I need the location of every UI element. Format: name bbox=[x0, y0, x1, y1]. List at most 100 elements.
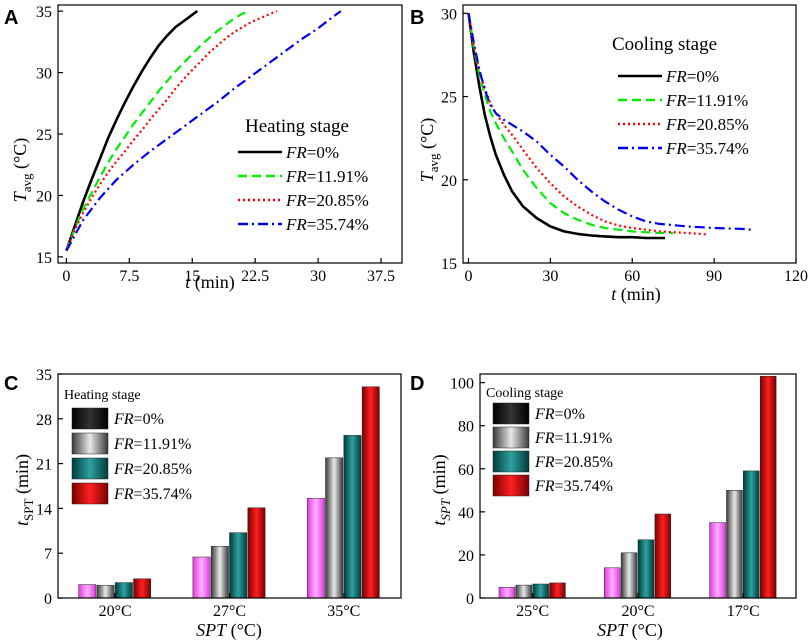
svg-text:t (min): t (min) bbox=[185, 272, 235, 293]
panel-c-x-tick-label: 27°C bbox=[213, 603, 246, 620]
panel-c-heating-bars: C 0 7 14 21 28 35 20°C 27°C 35°C Heating stage F… bbox=[4, 367, 402, 640]
panel-a-legend: FR=0% FR=11.91% FR=20.85% FR=35.74% bbox=[238, 143, 369, 234]
panel-b-series-line-1 bbox=[467, 13, 674, 235]
panel-d-bar-1-3 bbox=[654, 513, 672, 599]
panel-c-bar-2-0 bbox=[306, 497, 325, 599]
panel-a-x-tick-label: 30 bbox=[310, 268, 326, 285]
panel-a-y-tick-label: 20 bbox=[36, 188, 52, 205]
panel-label-c: C bbox=[4, 373, 18, 395]
panel-d-bar-0-1 bbox=[515, 584, 532, 599]
panel-c-y-tick-label: 28 bbox=[36, 412, 52, 429]
svg-text:tSPT (min): tSPT (min) bbox=[429, 454, 453, 525]
panel-d-legend-label-1: FR=11.91% bbox=[534, 430, 612, 447]
panel-b-series-line-0 bbox=[467, 13, 665, 240]
panel-c-legend-swatch-3 bbox=[71, 482, 109, 505]
panel-a-x-tick-label: 15 bbox=[184, 268, 200, 285]
panel-c-legend-label-3: FR=35.74% bbox=[113, 486, 192, 503]
panel-d-legend-title: Cooling stage bbox=[486, 386, 563, 401]
svg-text:Tavg (°C): Tavg (°C) bbox=[10, 138, 34, 203]
panel-d-bar-0-0 bbox=[498, 586, 516, 599]
panel-a-series-line-3 bbox=[65, 10, 342, 252]
panel-label-d: D bbox=[410, 373, 424, 395]
panel-a-y-tick-label: 25 bbox=[36, 127, 52, 144]
panel-c-bar-0-0 bbox=[78, 584, 97, 599]
panel-a-legend-label-1: FR=11.91% bbox=[285, 167, 368, 186]
panel-c-bar-1-1 bbox=[210, 545, 229, 599]
panel-d-y-tick-label: 100 bbox=[450, 376, 474, 393]
panel-label-b: B bbox=[410, 7, 424, 29]
panel-c-frame bbox=[57, 373, 402, 599]
panel-b-x-axis-label: t (min) bbox=[611, 284, 661, 305]
svg-text:tSPT (min): tSPT (min) bbox=[12, 454, 36, 526]
panel-c-legend: FR=0% FR=11.91% FR=20.85% FR=35.74% bbox=[71, 407, 192, 505]
panel-d-bar-1-1 bbox=[620, 552, 638, 599]
panel-b-y-tick-label: 20 bbox=[441, 173, 457, 190]
panel-d-legend: FR=0% FR=11.91% FR=20.85% FR=35.74% bbox=[492, 402, 613, 497]
panel-d-bar-2-1 bbox=[726, 490, 743, 599]
panel-b-frame bbox=[462, 4, 797, 264]
panel-a-series-line-1 bbox=[65, 10, 251, 252]
panel-d-y-tick-label: 80 bbox=[458, 419, 474, 436]
panel-d-legend-label-3: FR=35.74% bbox=[534, 478, 613, 495]
panel-c-legend-swatch-1 bbox=[71, 432, 109, 455]
panel-d-frame bbox=[479, 373, 797, 599]
panel-d-y-tick-label: 0 bbox=[466, 591, 474, 608]
panel-c-legend-swatch-0 bbox=[71, 407, 109, 430]
panel-d-legend-swatch-1 bbox=[492, 426, 530, 449]
panel-d-legend-swatch-2 bbox=[492, 450, 530, 473]
panel-d-x-tick-label: 20°C bbox=[621, 603, 654, 620]
panel-c-bar-0-2 bbox=[114, 582, 133, 599]
panel-c-y-tick-label: 35 bbox=[36, 367, 52, 384]
panel-d-legend-swatch-0 bbox=[492, 402, 530, 425]
panel-d-y-axis-label: tSPT (min) bbox=[429, 454, 453, 525]
panel-a-x-tick-label: 37.5 bbox=[367, 268, 395, 285]
panel-a-plot-area: 0 7.5 15 22.5 30 37.5 15 20 25 30 35 bbox=[36, 4, 395, 285]
svg-text:Tavg (°C): Tavg (°C) bbox=[417, 118, 441, 183]
panel-d-bar-1-0 bbox=[604, 567, 621, 599]
panel-c-x-tick-label: 20°C bbox=[99, 603, 132, 620]
panel-b-legend-label-3: FR=35.74% bbox=[665, 139, 749, 158]
panel-a-x-tick-label: 0 bbox=[62, 268, 70, 285]
panel-c-bar-1-0 bbox=[192, 556, 211, 599]
panel-d-bar-0-3 bbox=[549, 582, 566, 599]
panel-c-legend-title: Heating stage bbox=[64, 388, 141, 403]
panel-b-series-line-3 bbox=[467, 13, 753, 231]
panel-d-y-tick-label: 40 bbox=[458, 505, 474, 522]
panel-a-legend-label-0: FR=0% bbox=[285, 143, 339, 162]
panel-b-legend-title: Cooling stage bbox=[612, 34, 717, 55]
panel-b-x-tick-label: 90 bbox=[706, 268, 722, 285]
panel-c-bar-2-3 bbox=[361, 386, 380, 599]
panel-c-bar-2-1 bbox=[325, 457, 344, 599]
panel-c-legend-label-2: FR=20.85% bbox=[113, 461, 192, 478]
panel-c-bar-1-2 bbox=[229, 532, 248, 599]
panel-c-x-tick-label: 35°C bbox=[327, 603, 360, 620]
panel-b-y-tick-label: 25 bbox=[441, 90, 457, 107]
panel-c-legend-swatch-2 bbox=[71, 457, 109, 480]
panel-d-legend-swatch-3 bbox=[492, 474, 530, 497]
panel-d-bar-1-2 bbox=[637, 539, 655, 599]
panel-d-x-tick-label: 25°C bbox=[516, 603, 549, 620]
panel-b-x-tick-label: 30 bbox=[542, 268, 558, 285]
panel-c-y-tick-label: 7 bbox=[44, 546, 52, 563]
panel-a-legend-label-2: FR=20.85% bbox=[285, 191, 369, 210]
svg-text:SPT (°C): SPT (°C) bbox=[196, 620, 262, 640]
panel-d-bar-2-3 bbox=[759, 375, 777, 599]
svg-text:SPT (°C): SPT (°C) bbox=[597, 620, 663, 640]
panel-c-bar-0-1 bbox=[96, 584, 115, 599]
panel-a-x-tick-label: 22.5 bbox=[241, 268, 269, 285]
panel-d-cooling-bars: D 0 20 40 60 80 100 25°C 20°C 17°C Cooling stage… bbox=[410, 373, 797, 640]
panel-c-y-tick-label: 14 bbox=[36, 501, 52, 518]
panel-a-y-tick-label: 35 bbox=[36, 4, 52, 21]
panel-d-bar-0-2 bbox=[532, 583, 549, 599]
panel-b-legend-label-1: FR=11.91% bbox=[665, 91, 748, 110]
panel-c-legend-label-1: FR=11.91% bbox=[113, 436, 191, 453]
panel-b-legend-label-2: FR=20.85% bbox=[665, 115, 749, 134]
panel-b-x-tick-label: 120 bbox=[784, 268, 808, 285]
panel-d-legend-label-0: FR=0% bbox=[534, 406, 585, 423]
panel-d-y-tick-label: 20 bbox=[458, 548, 474, 565]
panel-d-x-tick-label: 17°C bbox=[727, 603, 760, 620]
panel-c-bar-1-3 bbox=[247, 507, 266, 599]
panel-a-legend-label-3: FR=35.74% bbox=[285, 215, 369, 234]
panel-c-bar-0-3 bbox=[133, 578, 152, 599]
